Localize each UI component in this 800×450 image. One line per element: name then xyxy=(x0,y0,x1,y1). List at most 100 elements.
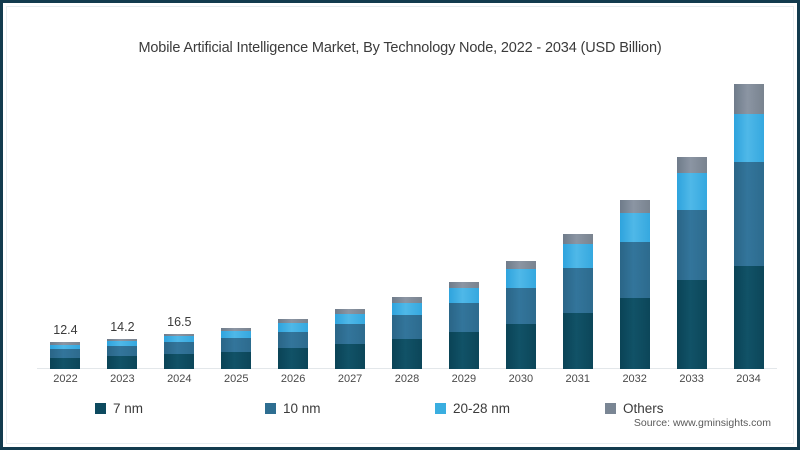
bar-segment[interactable] xyxy=(392,302,422,316)
bar-segment[interactable] xyxy=(505,268,536,289)
x-tick-2028: 2028 xyxy=(394,373,420,385)
bar-segment[interactable] xyxy=(733,84,764,115)
bar-segment[interactable] xyxy=(392,339,422,369)
bar-segment[interactable] xyxy=(164,333,195,337)
stacked-bar[interactable] xyxy=(676,157,707,369)
x-tick-2022: 2022 xyxy=(53,373,78,385)
legend-swatch-icon xyxy=(265,403,276,414)
bar-segment[interactable] xyxy=(278,331,309,349)
bar-segment[interactable] xyxy=(562,312,593,369)
bar-group[interactable] xyxy=(392,69,422,369)
bar-segment[interactable] xyxy=(107,340,138,347)
bar-segment[interactable] xyxy=(733,265,764,369)
x-tick-2032: 2032 xyxy=(622,373,647,385)
bar-segment[interactable] xyxy=(164,342,195,355)
bar-group[interactable] xyxy=(505,69,536,369)
bar-segment[interactable] xyxy=(676,172,707,211)
bar-group[interactable]: 16.5 xyxy=(164,69,195,369)
stacked-bar[interactable] xyxy=(278,319,309,369)
bar-segment[interactable] xyxy=(50,344,81,350)
bar-segment[interactable] xyxy=(107,338,138,341)
legend-item-7-nm[interactable]: 7 nm xyxy=(95,401,143,416)
stacked-bar[interactable] xyxy=(221,327,252,369)
bar-segment[interactable] xyxy=(164,336,195,343)
bar-segment[interactable] xyxy=(733,161,764,266)
bar-segment[interactable] xyxy=(619,212,650,243)
stacked-bar[interactable] xyxy=(619,199,650,369)
legend-item-10-nm[interactable]: 10 nm xyxy=(265,401,321,416)
bar-segment[interactable] xyxy=(676,280,707,369)
page-title: Mobile Artificial Intelligence Market, B… xyxy=(138,40,662,56)
bar-segment[interactable] xyxy=(505,323,536,369)
bar-segment[interactable] xyxy=(50,349,81,359)
bar-segment[interactable] xyxy=(335,313,366,325)
bar-group[interactable] xyxy=(278,69,309,369)
bar-segment[interactable] xyxy=(50,358,81,369)
stacked-bar[interactable] xyxy=(335,309,366,369)
stacked-bar[interactable] xyxy=(448,281,479,369)
x-tick-2024: 2024 xyxy=(167,373,192,385)
stacked-bar[interactable]: 12.4 xyxy=(50,323,81,369)
bar-group[interactable] xyxy=(676,69,707,369)
bar-segment[interactable] xyxy=(278,348,309,369)
bar-group[interactable] xyxy=(221,69,252,369)
bar-segment[interactable] xyxy=(448,332,479,369)
bar-segment[interactable] xyxy=(221,330,252,338)
bar-segment[interactable] xyxy=(50,342,81,345)
bar-group[interactable] xyxy=(733,69,764,369)
legend-label: 20-28 nm xyxy=(453,401,511,416)
stacked-bar[interactable] xyxy=(562,234,593,369)
bar-segment[interactable] xyxy=(221,351,252,369)
legend-swatch-icon xyxy=(605,403,616,414)
bar-value-label: 12.4 xyxy=(53,323,78,338)
bar-segment[interactable] xyxy=(448,288,479,304)
bar-segment[interactable] xyxy=(619,199,650,213)
legend-swatch-icon xyxy=(95,403,106,414)
bar-group[interactable] xyxy=(619,69,650,369)
stacked-bar[interactable] xyxy=(392,297,422,369)
stacked-bar[interactable] xyxy=(505,260,536,369)
bar-segment[interactable] xyxy=(733,114,764,162)
legend-item-20-28-nm[interactable]: 20-28 nm xyxy=(435,401,510,416)
bar-segment[interactable] xyxy=(448,281,479,289)
bar-segment[interactable] xyxy=(335,309,366,314)
x-tick-2026: 2026 xyxy=(280,373,306,385)
bar-segment[interactable] xyxy=(278,319,309,323)
bar-group[interactable] xyxy=(335,69,366,369)
x-tick-2034: 2034 xyxy=(736,373,761,385)
bar-segment[interactable] xyxy=(392,315,422,339)
bar-segment[interactable] xyxy=(619,242,650,299)
bar-segment[interactable] xyxy=(221,337,252,352)
bar-segment[interactable] xyxy=(392,297,422,303)
bar-segment[interactable] xyxy=(221,327,252,331)
x-tick-2033: 2033 xyxy=(679,373,704,385)
bar-group[interactable] xyxy=(562,69,593,369)
bar-segment[interactable] xyxy=(107,356,138,369)
bar-segment[interactable] xyxy=(164,354,195,369)
bar-segment[interactable] xyxy=(562,268,593,313)
bar-segment[interactable] xyxy=(505,260,536,269)
bar-segment[interactable] xyxy=(107,346,138,357)
bar-segment[interactable] xyxy=(335,344,366,369)
bar-segment[interactable] xyxy=(562,234,593,245)
bar-group[interactable]: 14.2 xyxy=(107,69,138,369)
bar-group[interactable] xyxy=(448,69,479,369)
bar-segment[interactable] xyxy=(505,288,536,324)
legend-label: 10 nm xyxy=(283,401,321,416)
bar-segment[interactable] xyxy=(676,210,707,281)
stacked-bar[interactable]: 14.2 xyxy=(107,320,138,369)
bar-segment[interactable] xyxy=(335,324,366,345)
x-tick-2029: 2029 xyxy=(451,373,477,385)
legend-item-others[interactable]: Others xyxy=(605,401,664,416)
stacked-bar[interactable]: 16.5 xyxy=(164,315,195,369)
bar-segment[interactable] xyxy=(619,298,650,369)
bar-segment[interactable] xyxy=(278,322,309,332)
stacked-bar[interactable] xyxy=(733,84,764,369)
x-tick-2031: 2031 xyxy=(565,373,590,385)
bar-segment[interactable] xyxy=(562,244,593,269)
legend-label: Others xyxy=(623,401,664,416)
bar-segment[interactable] xyxy=(448,303,479,333)
bar-group[interactable]: 12.4 xyxy=(50,69,81,369)
chart-canvas: Mobile Artificial Intelligence Market, B… xyxy=(6,6,794,444)
bar-segment[interactable] xyxy=(676,157,707,173)
